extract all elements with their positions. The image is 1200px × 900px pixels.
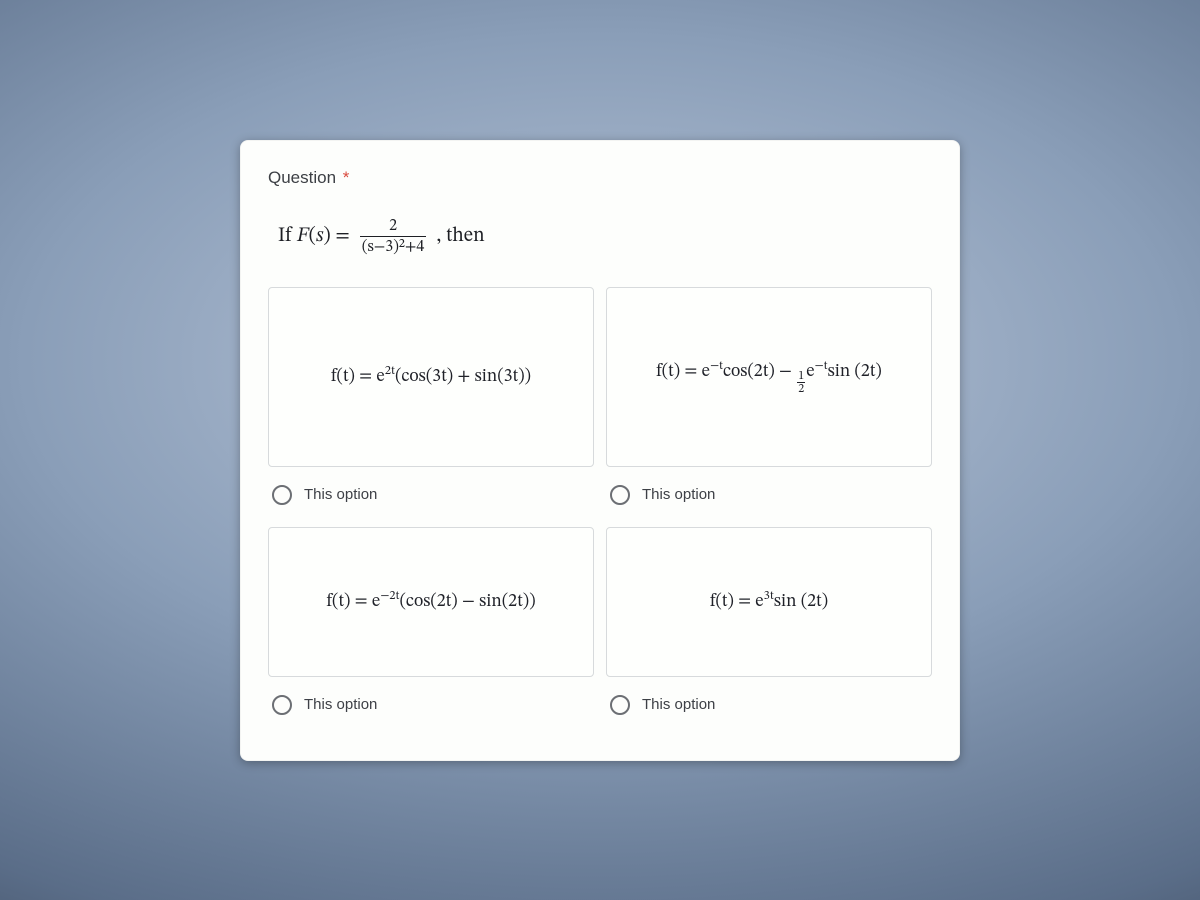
radio-icon[interactable]: [272, 485, 292, 505]
question-label: Question: [268, 168, 336, 187]
option-c-equation: f(t) = e−2t(cos(2t) − sin(2t)): [326, 588, 535, 614]
option-c-label: This option: [304, 696, 377, 713]
stem-prefix: If 𝐹(𝑠) =: [278, 224, 350, 249]
stem-denominator: (s−3)²+4: [360, 237, 427, 257]
question-stem: If 𝐹(𝑠) = 2 (s−3)²+4 , then: [278, 216, 932, 257]
option-d-radio-row[interactable]: This option: [606, 677, 932, 737]
option-a-thumb[interactable]: f(t) = e2t(cos(3t) + sin(3t)): [268, 287, 594, 467]
stem-numerator: 2: [387, 216, 399, 236]
radio-icon[interactable]: [272, 695, 292, 715]
option-a-radio-row[interactable]: This option: [268, 467, 594, 527]
question-card: Question * If 𝐹(𝑠) = 2 (s−3)²+4 , then f…: [240, 140, 960, 761]
radio-icon[interactable]: [610, 695, 630, 715]
option-b-equation: f(t) = e−tcos(2t) − 12e−tsin (2t): [656, 358, 882, 395]
question-title: Question *: [268, 168, 932, 188]
stem-suffix: , then: [436, 224, 484, 249]
option-d-label: This option: [642, 696, 715, 713]
options-grid: f(t) = e2t(cos(3t) + sin(3t)) This optio…: [268, 287, 932, 737]
stem-fraction: 2 (s−3)²+4: [360, 216, 427, 257]
option-b: f(t) = e−tcos(2t) − 12e−tsin (2t) This o…: [606, 287, 932, 527]
option-d-thumb[interactable]: f(t) = e3tsin (2t): [606, 527, 932, 677]
option-b-thumb[interactable]: f(t) = e−tcos(2t) − 12e−tsin (2t): [606, 287, 932, 467]
option-a-label: This option: [304, 486, 377, 503]
option-a-equation: f(t) = e2t(cos(3t) + sin(3t)): [331, 363, 531, 389]
option-d: f(t) = e3tsin (2t) This option: [606, 527, 932, 737]
option-c-thumb[interactable]: f(t) = e−2t(cos(2t) − sin(2t)): [268, 527, 594, 677]
option-a: f(t) = e2t(cos(3t) + sin(3t)) This optio…: [268, 287, 594, 527]
option-b-radio-row[interactable]: This option: [606, 467, 932, 527]
option-c-radio-row[interactable]: This option: [268, 677, 594, 737]
radio-icon[interactable]: [610, 485, 630, 505]
option-d-equation: f(t) = e3tsin (2t): [710, 588, 828, 614]
option-b-label: This option: [642, 486, 715, 503]
required-asterisk: *: [343, 168, 350, 187]
option-c: f(t) = e−2t(cos(2t) − sin(2t)) This opti…: [268, 527, 594, 737]
